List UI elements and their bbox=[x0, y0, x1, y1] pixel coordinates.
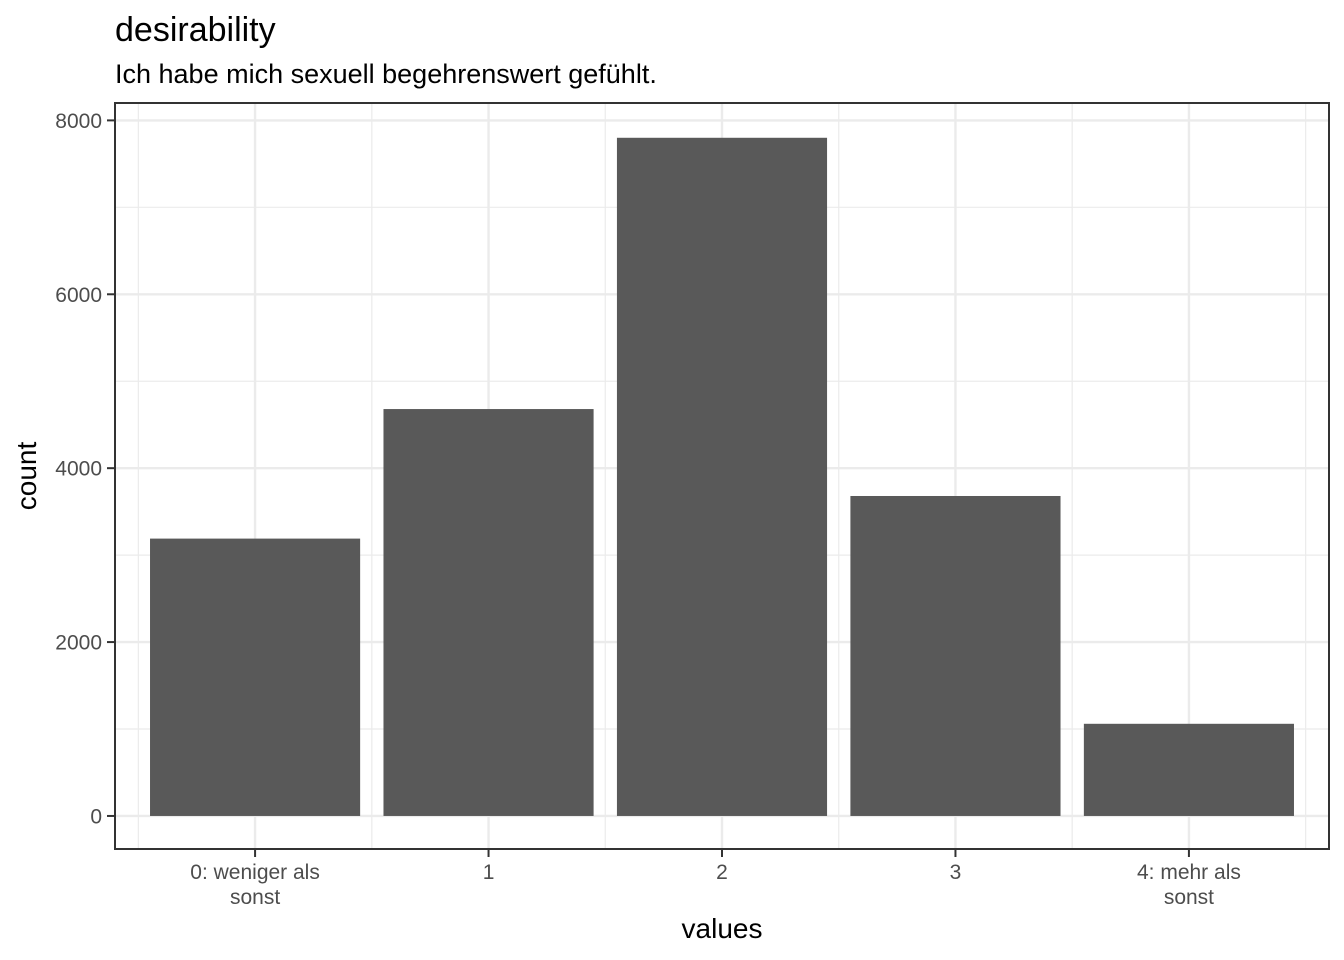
x-tick-label: 4: mehr als sonst bbox=[1137, 861, 1241, 909]
y-tick-label: 6000 bbox=[55, 284, 102, 307]
bar bbox=[150, 538, 361, 816]
x-tick-label: 2 bbox=[716, 861, 728, 884]
x-axis: 0: weniger als sonst 1 2 3 4: mehr als sonst bbox=[190, 849, 1241, 909]
chart-subtitle: Ich habe mich sexuell begehrenswert gefü… bbox=[115, 59, 657, 89]
x-axis-title: values bbox=[682, 913, 763, 944]
y-tick-label: 0 bbox=[90, 805, 102, 828]
y-axis-title: count bbox=[11, 442, 42, 511]
bars bbox=[150, 137, 1294, 816]
y-axis: 0 2000 4000 6000 8000 bbox=[55, 110, 115, 828]
bar bbox=[383, 409, 594, 816]
x-tick-label: 3 bbox=[950, 861, 962, 884]
bar bbox=[1083, 723, 1294, 816]
x-tick-label: 0: weniger als sonst bbox=[190, 861, 320, 909]
y-tick-label: 4000 bbox=[55, 458, 102, 481]
bar bbox=[850, 495, 1061, 816]
y-tick-label: 2000 bbox=[55, 632, 102, 655]
bar bbox=[616, 137, 828, 816]
x-tick-label: 1 bbox=[483, 861, 495, 884]
chart-title: desirability bbox=[115, 11, 276, 49]
y-tick-label: 8000 bbox=[55, 110, 102, 133]
